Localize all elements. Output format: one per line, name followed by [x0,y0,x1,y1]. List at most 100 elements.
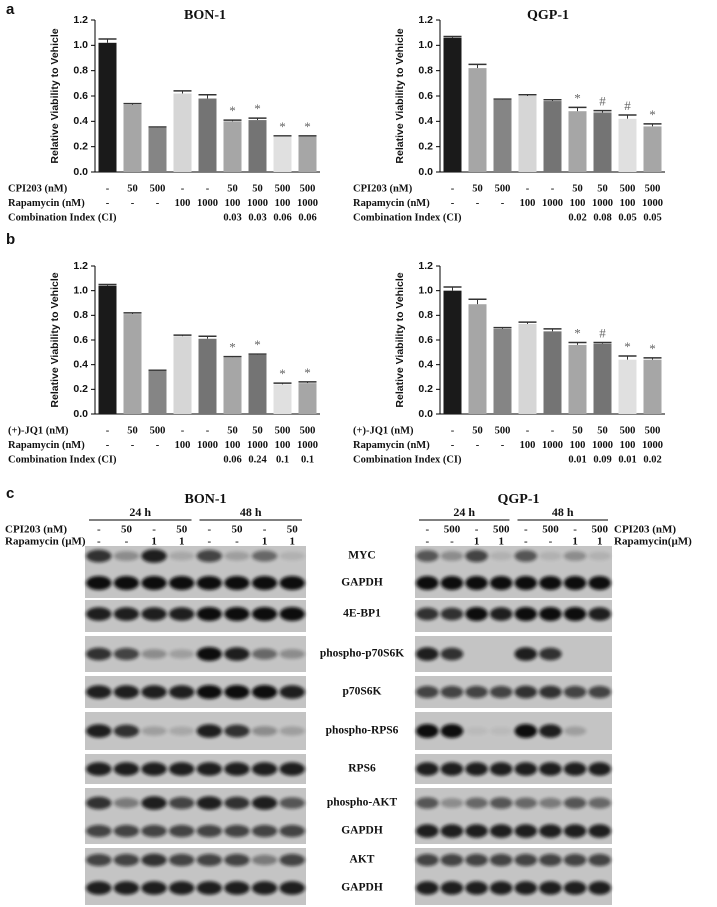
row-value: - [451,183,455,194]
row-label: (+)-JQ1 (nM) [8,425,69,436]
lane-label: - [263,524,267,536]
significance-mark: * [229,103,236,118]
y-tick-label: 0.8 [418,64,433,76]
blot-band [224,853,250,867]
blot-band [440,685,464,699]
blot-band [113,685,140,699]
blot-band [539,576,562,590]
y-tick-label: 0.8 [73,64,88,76]
bar [148,370,167,414]
lane-label: 1 [289,536,295,548]
blot-band [168,824,195,838]
blot-band [539,824,562,838]
blot-band [563,726,587,736]
bar [443,290,462,414]
protein-label: RPS6 [348,763,376,775]
y-tick-label: 1.2 [418,260,433,272]
row-value: 500 [300,183,316,194]
significance-mark: * [279,366,286,381]
blot-band [588,881,612,895]
significance-mark: * [254,337,261,352]
significance-mark: # [599,325,606,340]
bar [643,359,662,414]
row-value: 100 [225,198,241,209]
y-tick-label: 0.8 [418,309,433,321]
blot-band [440,647,464,661]
row-value: - [181,425,185,436]
bar [248,120,267,172]
row-value: 1000 [197,440,218,451]
row-label: Combination Index (CI) [353,454,462,465]
row-value: 500 [300,425,316,436]
blot-band [539,685,562,699]
blot-band [224,762,250,776]
protein-label: p70S6K [343,686,382,698]
blot-band [251,796,278,810]
blot-band [113,881,140,895]
blot-band [251,824,278,838]
blot-title: BON-1 [185,492,227,507]
blot-band [563,551,587,561]
significance-mark: * [304,365,311,380]
blot-band [279,797,305,809]
row-value: 1000 [297,198,318,209]
row-value: 500 [495,183,511,194]
row-value: 1000 [297,440,318,451]
blot-band [86,549,112,563]
significance-mark: * [279,119,286,134]
row-value: 50 [127,183,138,194]
row-value: 0.02 [643,454,661,465]
bar [148,127,167,172]
blot-band [196,647,223,661]
row-label: Combination Index (CI) [8,454,117,465]
blot-band [465,549,488,563]
bar [123,314,142,414]
blot-band [539,551,562,561]
lane-label: - [235,536,239,548]
row-value: - [106,440,110,451]
row-value: 100 [275,198,291,209]
significance-mark: * [649,107,656,122]
blot-band [465,607,488,621]
row-value: - [526,183,530,194]
blot-band [588,576,612,590]
blot-band [514,607,538,621]
blot-band [196,824,223,838]
blot-band [196,607,223,621]
blot-title: QGP-1 [498,492,540,507]
lane-label: - [573,524,577,536]
blot-band [141,576,167,590]
significance-mark: # [599,94,606,109]
bar [618,359,637,414]
blot-band [514,685,538,699]
row-value: 0.02 [568,212,586,223]
panel-letter: a [6,1,15,18]
blot-band [539,853,562,867]
row-value: - [106,183,110,194]
bar [298,136,317,172]
row-label: Rapamycin(µM) [614,536,692,548]
lane-label: 500 [591,524,608,536]
time-label: 24 h [453,505,475,519]
chart-title: QGP-1 [527,8,569,23]
y-tick-label: 0.8 [73,309,88,321]
lane-label: 1 [262,536,268,548]
bar [443,37,462,172]
row-value: 50 [127,425,138,436]
y-tick-label: 1.2 [73,260,88,272]
lane-label: 1 [597,536,603,548]
blot-band [279,576,305,590]
bar [223,121,242,172]
row-value: 1000 [642,440,663,451]
blot-band [141,824,167,838]
blot-band [514,550,538,562]
row-label: (+)-JQ1 (nM) [353,425,414,436]
row-value: 1000 [592,440,613,451]
blot-band [489,762,513,776]
row-value: 100 [275,440,291,451]
blot-band [465,576,488,590]
row-value: 50 [472,425,483,436]
blot-band [514,724,538,738]
y-tick-label: 1.0 [73,284,88,296]
bar [123,104,142,172]
